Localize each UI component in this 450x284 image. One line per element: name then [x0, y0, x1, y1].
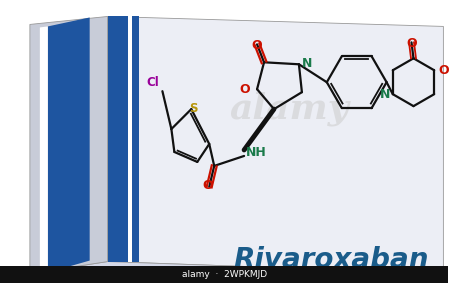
Polygon shape [108, 16, 127, 262]
Text: O: O [406, 37, 417, 50]
Polygon shape [108, 16, 443, 273]
Text: Cl: Cl [146, 76, 159, 89]
Text: Rivaroxaban: Rivaroxaban [233, 246, 428, 273]
Text: O: O [239, 83, 250, 96]
Text: S: S [189, 102, 198, 115]
Text: O: O [252, 39, 262, 52]
Polygon shape [48, 17, 90, 273]
Text: NH: NH [246, 146, 267, 159]
Text: alamy  ·  2WPKMJD: alamy · 2WPKMJD [182, 270, 267, 279]
Text: alamy: alamy [229, 92, 349, 126]
Text: N: N [379, 88, 390, 101]
Text: O: O [202, 179, 212, 192]
Polygon shape [30, 16, 108, 273]
Text: O: O [438, 64, 449, 77]
Polygon shape [40, 26, 48, 273]
Polygon shape [131, 16, 140, 262]
Polygon shape [30, 262, 443, 283]
Polygon shape [127, 16, 131, 262]
Polygon shape [0, 266, 448, 283]
Text: N: N [302, 57, 312, 70]
